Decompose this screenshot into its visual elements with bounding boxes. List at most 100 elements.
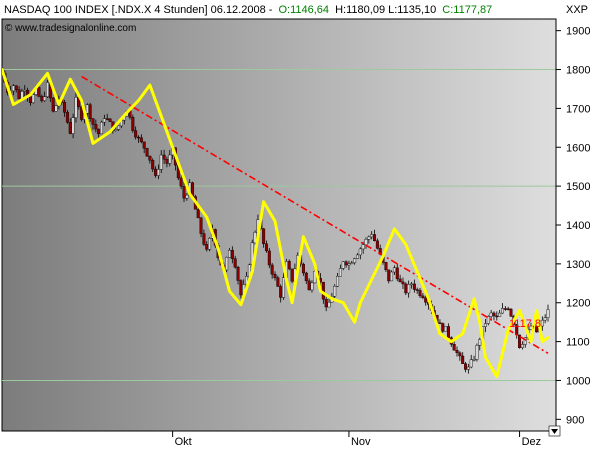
candle-body — [410, 283, 414, 286]
candle-body — [199, 217, 203, 234]
candle-body — [91, 118, 95, 125]
candle-body — [100, 121, 104, 135]
candle-body — [63, 102, 67, 113]
candle-body — [43, 96, 47, 101]
candle-body — [23, 89, 27, 92]
candle-body — [395, 267, 399, 280]
candle-body — [151, 160, 155, 170]
candle-body — [108, 118, 112, 122]
candle-body — [398, 278, 402, 283]
x-tick-label: Nov — [351, 436, 371, 448]
scroll-down-icon[interactable] — [548, 425, 561, 437]
y-tick-label: 1400 — [566, 220, 590, 232]
overlay-layer — [2, 68, 550, 379]
candle-body — [392, 267, 396, 273]
candle-body — [205, 244, 209, 250]
candle-body — [276, 277, 280, 287]
candle-body — [495, 315, 499, 318]
y-tick-label: 1600 — [566, 142, 590, 154]
candle-body — [543, 317, 547, 321]
candle-body — [324, 299, 328, 308]
candle-body — [415, 289, 419, 291]
candle-body — [270, 264, 274, 275]
candle-body — [304, 272, 308, 282]
candle-body — [441, 323, 445, 332]
candle-body — [466, 366, 470, 370]
candle-body — [483, 323, 487, 327]
x-tick-label: Dez — [522, 436, 542, 448]
grid-layer — [2, 69, 556, 381]
candle-body — [31, 94, 35, 103]
candle-body — [503, 308, 507, 310]
candle-body — [37, 87, 41, 97]
candle-body — [162, 154, 166, 160]
y-tick-label: 1000 — [566, 375, 590, 387]
candle-body — [355, 254, 359, 259]
candle-body — [375, 240, 379, 249]
highlight-overlay-line — [2, 68, 550, 379]
candle-body — [523, 337, 527, 345]
candle-body — [338, 268, 342, 277]
candle-body — [367, 236, 371, 240]
candle-body — [390, 271, 394, 282]
header-hlc: H:1180,09 L:1135,10 — [335, 4, 436, 16]
last-price-label: 1117,8 — [509, 318, 541, 330]
candle-body — [401, 281, 405, 285]
y-tick-label: 1800 — [566, 65, 590, 77]
candle-body — [438, 322, 442, 324]
candle-body — [71, 117, 75, 134]
candle-body — [65, 112, 69, 123]
candle-body — [412, 283, 416, 290]
header-open: O:1146,64 — [278, 4, 329, 16]
candle-body — [424, 297, 428, 303]
candle-body — [461, 355, 465, 364]
x-tick-label: Okt — [175, 436, 192, 448]
watermark-text: © www.tradesignalonline.com — [5, 23, 136, 34]
candle-body — [455, 350, 459, 354]
header-close: C:1177,87 — [442, 4, 492, 16]
candle-body — [202, 233, 206, 245]
candle-body — [540, 319, 544, 327]
candle-body — [28, 96, 32, 103]
candle-body — [350, 262, 354, 265]
candle-body — [501, 308, 505, 314]
candle-body — [88, 104, 92, 119]
candle-body — [341, 261, 345, 269]
candle-body — [225, 256, 229, 271]
candle-body — [546, 309, 550, 318]
candle-body — [11, 85, 15, 92]
candle-body — [159, 154, 163, 170]
y-tick-label: 1200 — [566, 298, 590, 310]
candle-body — [273, 274, 277, 278]
candle-body — [472, 359, 476, 361]
candle-body — [136, 136, 140, 139]
candle-body — [387, 269, 391, 282]
candle-body — [336, 276, 340, 287]
candle-body — [267, 250, 271, 266]
candle-body — [452, 344, 456, 351]
candle-body — [509, 308, 513, 317]
candle-body — [475, 345, 479, 360]
chart-header: NASDAQ 100 INDEX [.NDX.X 4 Stunden] 06.1… — [4, 4, 492, 16]
y-tick-label: 1500 — [566, 181, 590, 193]
candle-body — [227, 250, 231, 258]
candle-body — [353, 258, 357, 264]
candle-body — [344, 261, 348, 266]
y-axis: 900 1000 1100 1200 1300 1400 1500 1600 1700 1800 1… — [555, 19, 590, 431]
candle-body — [262, 228, 266, 245]
candle-body — [230, 250, 234, 259]
candle-body — [239, 280, 243, 296]
candle-body — [444, 326, 448, 332]
y-tick-label: 900 — [566, 414, 584, 426]
candle-body — [358, 248, 362, 256]
candle-body — [14, 85, 18, 91]
candle-body — [208, 238, 212, 250]
candle-body — [131, 117, 135, 131]
candle-body — [105, 118, 109, 120]
candle-body — [464, 363, 468, 370]
candle-body — [68, 122, 72, 134]
candle-body — [506, 308, 510, 310]
candle-body — [404, 283, 408, 294]
